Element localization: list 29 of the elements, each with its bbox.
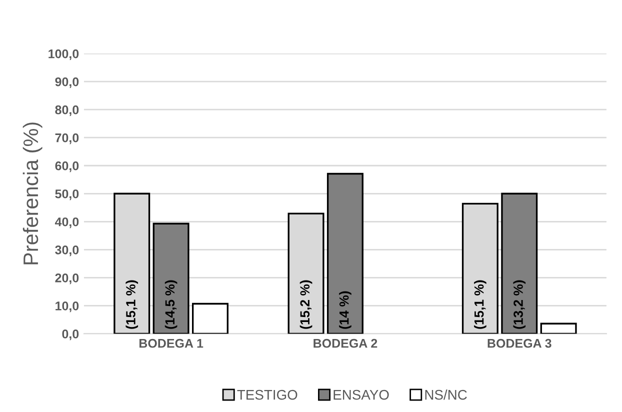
legend-label: TESTIGO (237, 390, 298, 400)
y-tick-label: 70,0 (55, 133, 79, 144)
x-tick-label: BODEGA 1 (139, 338, 204, 348)
bar (540, 322, 577, 334)
annotation: (15,1 %) (474, 280, 486, 329)
y-tick-label: 50,0 (55, 189, 79, 200)
annotation: (14 %) (339, 291, 352, 329)
bar (501, 192, 538, 334)
y-tick-label: 30,0 (55, 245, 79, 256)
y-tick-label: 60,0 (55, 161, 79, 172)
x-tick-label: BODEGA 2 (314, 338, 378, 348)
y-tick-label: 80,0 (55, 105, 79, 116)
annotation: (15,2 %) (300, 280, 312, 329)
y-tick-label: 100,0 (48, 49, 79, 60)
annotation: (14,5 %) (164, 280, 178, 329)
legend-label: ENSAYO (334, 390, 389, 400)
annotation: (15,1 %) (126, 280, 138, 329)
legend-label: NS/NC (425, 390, 467, 400)
y-tick-label: 10,0 (56, 302, 79, 312)
bar (192, 302, 228, 334)
y-tick-label: 90,0 (55, 77, 79, 88)
bar (326, 172, 364, 334)
y-axis-title: Preferencia (%) (22, 122, 42, 264)
y-tick-label: 0,0 (62, 330, 79, 340)
y-tick-label: 40,0 (54, 217, 79, 228)
y-tick-label: 20,0 (55, 273, 79, 284)
annotation: (13,2 %) (513, 280, 526, 329)
x-tick-label: BODEGA 3 (488, 338, 552, 348)
bar (152, 222, 190, 334)
